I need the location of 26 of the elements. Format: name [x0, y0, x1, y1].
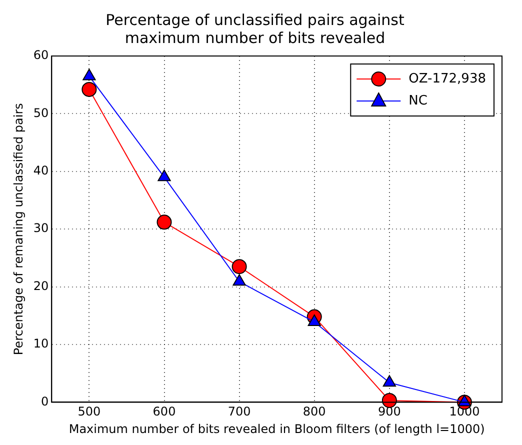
- x-tick-label: 800: [302, 404, 326, 419]
- point: [382, 392, 397, 408]
- y-tick-label: 40: [33, 164, 49, 178]
- y-tick-label: 30: [33, 221, 49, 236]
- point: [156, 214, 172, 230]
- x-tick-label: 500: [78, 404, 101, 419]
- point: [232, 274, 246, 286]
- y-tick-label: 50: [33, 106, 49, 120]
- y-tick-label: 20: [33, 278, 49, 293]
- point: [232, 259, 247, 274]
- legend-label: OZ-172,938: [408, 71, 486, 86]
- point: [82, 68, 96, 80]
- point: [308, 314, 321, 326]
- x-tick-label: 900: [378, 404, 401, 419]
- y-tick-label: 0: [41, 394, 49, 408]
- x-tick-label: 600: [152, 404, 176, 419]
- y-tick-label: 60: [33, 48, 49, 62]
- x-axis-title: Maximum number of bits revealed in Bloom filters (of length l=1000): [68, 422, 485, 436]
- point: [82, 82, 97, 97]
- y-tick-label: 10: [33, 336, 49, 351]
- point: [158, 170, 171, 182]
- x-tick-label: 700: [228, 404, 251, 419]
- chart-title: Percentage of unclassified pairs against maximum number of bits revealed: [106, 10, 404, 47]
- y-axis-title: Percentage of remaning unclassified pairs: [11, 103, 26, 356]
- point: [382, 375, 396, 387]
- legend-label: NC: [408, 93, 428, 108]
